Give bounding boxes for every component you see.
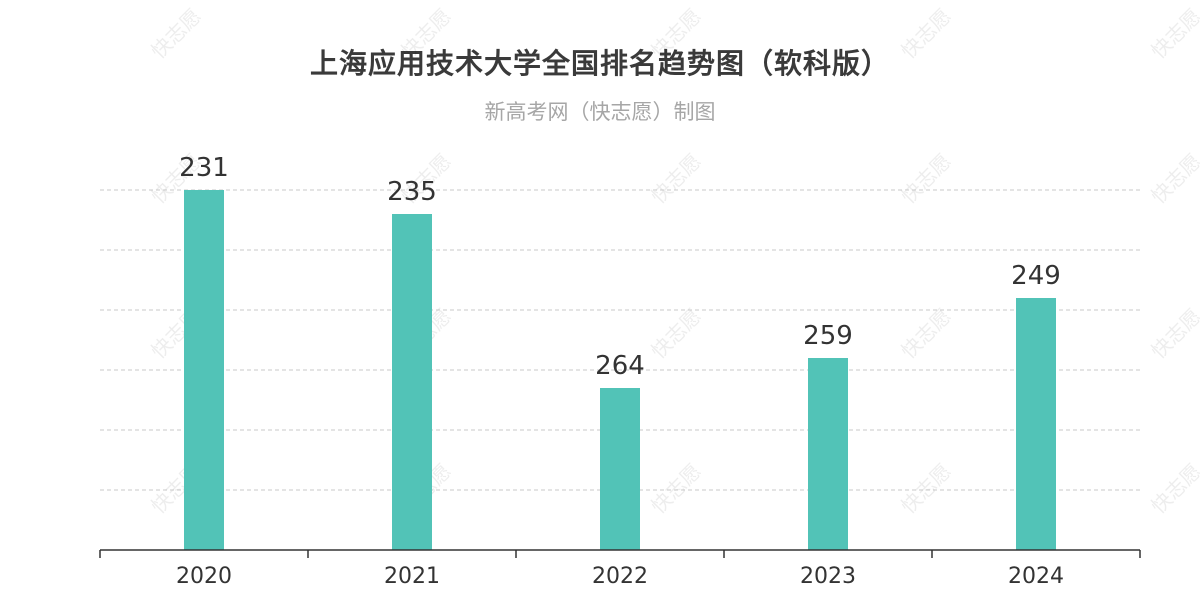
- bar: [392, 214, 432, 550]
- bar: [184, 190, 224, 550]
- x-tick-label: 2022: [592, 564, 648, 589]
- x-tick-label: 2024: [1008, 564, 1064, 589]
- data-label: 231: [179, 153, 229, 183]
- x-tick-label: 2021: [384, 564, 440, 589]
- chart-subtitle: 新高考网（快志愿）制图: [484, 100, 716, 124]
- data-label: 249: [1011, 261, 1061, 291]
- bar: [600, 388, 640, 550]
- data-label: 259: [803, 321, 853, 351]
- bar: [1016, 298, 1056, 550]
- data-label: 235: [387, 177, 437, 207]
- x-tick-label: 2020: [176, 564, 232, 589]
- x-tick-label: 2023: [800, 564, 856, 589]
- bar: [808, 358, 848, 550]
- chart-title: 上海应用技术大学全国排名趋势图（软科版）: [309, 47, 890, 80]
- data-label: 264: [595, 351, 645, 381]
